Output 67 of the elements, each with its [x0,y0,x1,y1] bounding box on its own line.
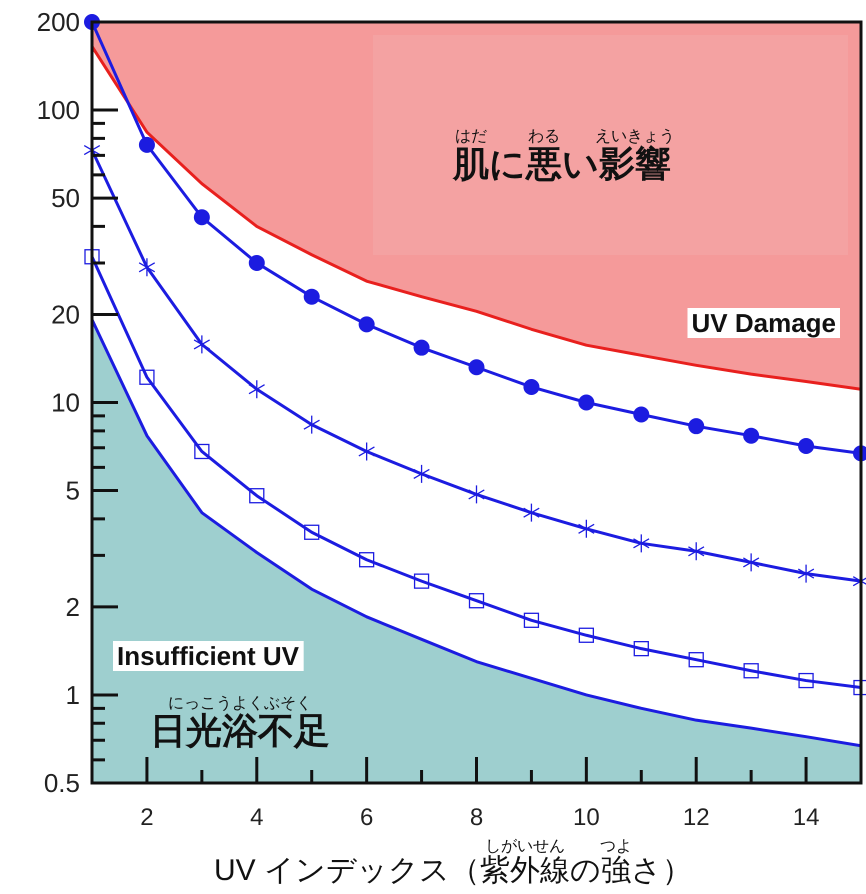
point [413,464,430,484]
point [194,444,210,460]
annotation: 日光浴不足 [150,711,330,752]
point [414,573,430,589]
point [688,652,704,668]
point [523,378,540,395]
annotation: わる [528,128,560,145]
point [358,442,376,462]
annotation: UV Damage [692,308,836,338]
point [358,316,375,332]
point [688,418,704,434]
annotation: はだ [455,128,487,145]
point [248,254,265,271]
point [138,258,156,277]
point [633,406,650,422]
point [303,414,320,434]
point [193,334,210,354]
text: しがいせん [485,838,565,855]
y-tick-label: 5 [66,476,80,506]
point [468,593,484,608]
point [578,394,594,410]
point [688,542,705,561]
point [248,380,266,399]
point [743,428,760,444]
point [138,136,155,153]
y-tick-label: 20 [51,299,80,330]
y-tick-label: 200 [36,7,80,37]
point [304,524,320,540]
point [194,209,210,226]
annotation: Insufficient UV [117,641,300,671]
y-tick-label: 100 [36,95,80,126]
text: つよ [600,838,632,855]
x-tick-label: 6 [360,804,374,831]
annotation: にっこうよくぶそく [168,695,312,712]
point [414,340,430,356]
x-axis-title: UV インデックス（紫外線の強さ） [214,854,692,887]
y-tick-label: 0.5 [44,768,80,798]
point [524,612,540,628]
point [249,488,264,504]
y-tick-label: 2 [66,592,80,622]
point [578,519,595,538]
point [304,288,320,305]
y-tick-label: 50 [51,183,80,214]
point [742,552,760,572]
point [358,552,374,568]
point [743,663,759,678]
y-tick-label: 1 [66,680,80,710]
point [798,672,814,688]
point [468,484,485,504]
x-tick-label: 14 [792,804,820,831]
x-tick-label: 4 [250,804,264,831]
x-tick-label: 2 [140,804,154,831]
point [468,359,484,376]
y-tick-label: 10 [51,388,80,418]
point [139,370,155,385]
x-tick-label: 12 [682,804,710,831]
annotation: 肌に悪い影響 [452,144,671,185]
point [634,640,649,656]
point [798,564,815,584]
point [798,438,814,454]
x-tick-label: 10 [573,804,600,831]
x-tick-label: 8 [470,804,484,831]
point [578,628,594,643]
point [84,249,100,264]
point [632,534,650,553]
point [522,503,540,522]
annotation: えいきょう [595,128,675,145]
